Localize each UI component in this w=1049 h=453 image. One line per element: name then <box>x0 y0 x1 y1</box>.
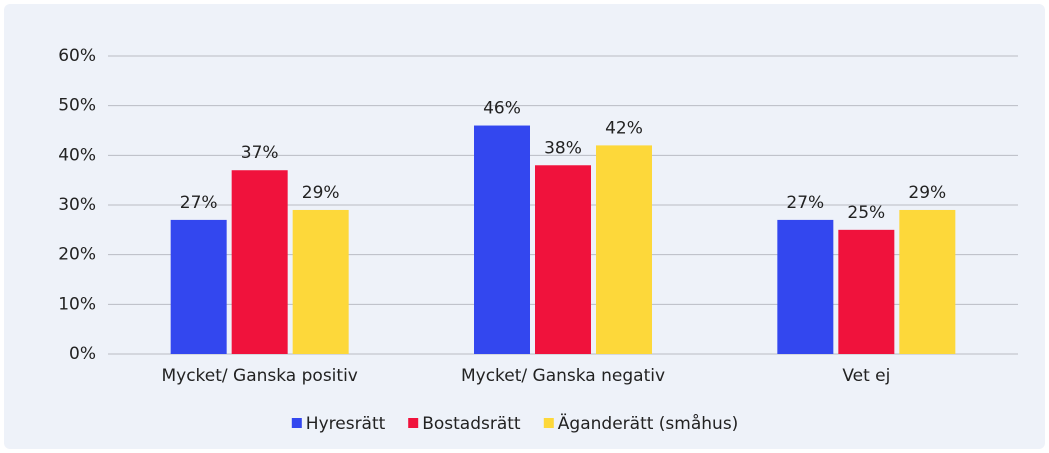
data-label: 27% <box>180 193 218 213</box>
data-label: 29% <box>302 183 340 203</box>
bar <box>292 209 349 354</box>
bar <box>777 219 834 354</box>
x-tick-label: Mycket/ Ganska negativ <box>461 366 665 386</box>
y-tick-label: 60% <box>58 46 96 66</box>
data-label: 42% <box>605 118 643 138</box>
legend-label: Bostadsrätt <box>422 414 521 434</box>
legend-label: Äganderätt (småhus) <box>558 413 739 434</box>
bar <box>899 209 956 354</box>
x-tick-label: Mycket/ Ganska positiv <box>161 366 357 386</box>
data-label: 37% <box>241 143 279 163</box>
data-label: 38% <box>544 138 582 158</box>
x-tick-label: Vet ej <box>842 366 890 386</box>
y-tick-label: 0% <box>69 344 96 364</box>
data-label: 29% <box>908 183 946 203</box>
y-tick-label: 30% <box>58 195 96 215</box>
legend-swatch <box>408 418 419 428</box>
bar <box>838 229 895 354</box>
data-label: 46% <box>483 99 521 119</box>
bar <box>474 125 530 355</box>
bar <box>170 219 227 354</box>
y-tick-label: 40% <box>58 145 96 165</box>
bar <box>231 170 288 354</box>
data-label: 27% <box>786 193 824 213</box>
y-tick-label: 10% <box>58 294 96 314</box>
bar <box>596 145 652 354</box>
y-tick-label: 50% <box>58 96 96 116</box>
legend-swatch <box>543 418 554 428</box>
legend-label: Hyresrätt <box>306 414 386 434</box>
data-label: 25% <box>847 203 885 223</box>
bar <box>535 165 591 354</box>
legend-swatch <box>291 418 302 428</box>
y-tick-label: 20% <box>58 245 96 265</box>
